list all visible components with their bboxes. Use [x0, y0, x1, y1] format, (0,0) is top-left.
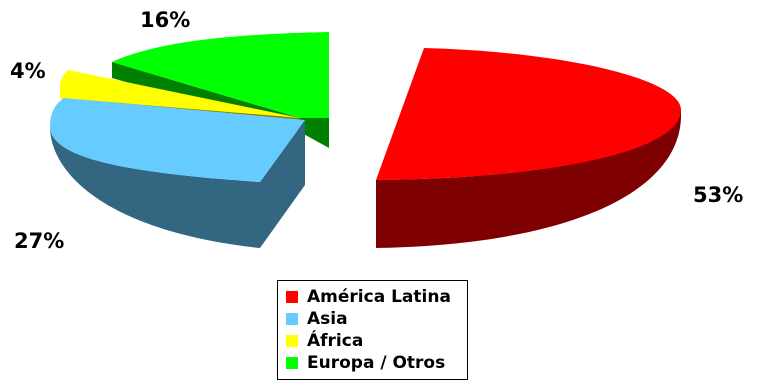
- legend-swatch-america-latina: [286, 291, 298, 303]
- legend-item-europa: Europa / Otros: [286, 352, 467, 374]
- value-label-africa: 4%: [10, 59, 46, 83]
- legend-swatch-europa: [286, 357, 298, 369]
- chart-legend: América Latina Asia África Europa / Otro…: [277, 280, 468, 380]
- slice-top-asia: [50, 98, 305, 182]
- legend-item-asia: Asia: [286, 308, 467, 330]
- legend-label-asia: Asia: [307, 309, 348, 329]
- legend-label-america-latina: América Latina: [307, 287, 451, 307]
- slice-side-asia-cut: [260, 120, 305, 248]
- slice-top-africa: [60, 70, 300, 118]
- pie-chart: 53% 27% 4% 16%: [10, 8, 743, 253]
- legend-swatch-asia: [286, 313, 298, 325]
- legend-item-america-latina: América Latina: [286, 286, 467, 308]
- value-label-america-latina: 53%: [693, 183, 743, 207]
- slice-side-asia: [50, 126, 260, 248]
- legend-item-africa: África: [286, 330, 467, 352]
- slice-top-europa: [112, 32, 329, 118]
- value-label-europa: 16%: [140, 8, 190, 32]
- legend-label-africa: África: [307, 331, 364, 351]
- legend-swatch-africa: [286, 335, 298, 347]
- value-label-asia: 27%: [14, 229, 64, 253]
- legend-label-europa: Europa / Otros: [307, 353, 446, 373]
- slice-side-america-latina: [376, 108, 681, 248]
- slice-top-america-latina: [376, 48, 681, 180]
